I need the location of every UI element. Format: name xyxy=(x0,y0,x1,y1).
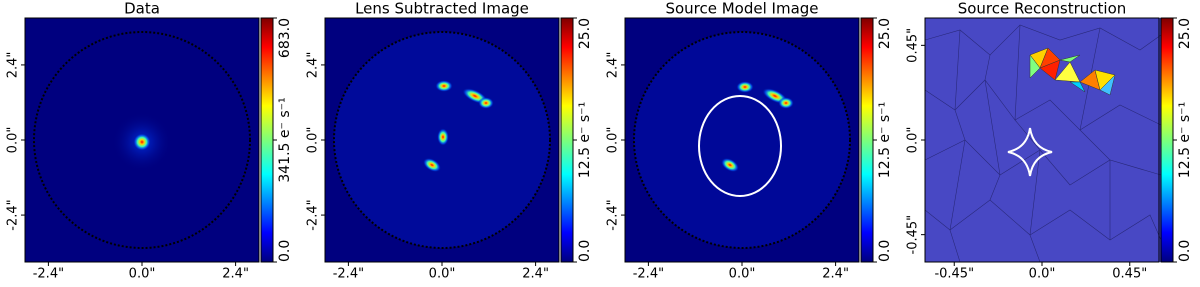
x-tick-label: 0.0" xyxy=(129,267,156,282)
y-tick-label: 0.0" xyxy=(306,127,321,154)
y-tick-label: -2.4" xyxy=(606,199,621,230)
y-tick-label: -2.4" xyxy=(306,199,321,230)
x-tick-label: 2.4" xyxy=(522,267,549,282)
colorbar xyxy=(860,17,874,263)
panel-title: Source Reconstruction xyxy=(958,0,1127,18)
y-tick-label: 2.4" xyxy=(606,52,621,79)
x-tick-label: 0.45" xyxy=(1112,267,1147,282)
panel-title: Lens Subtracted Image xyxy=(355,0,529,18)
y-tick-label: -2.4" xyxy=(6,199,21,230)
x-tick-label: 0.0" xyxy=(1029,267,1056,282)
image-panel xyxy=(924,18,1162,263)
axes: Data -2.4" 0.0" 2.4" -2.4" 0.0" 2.4" 0.0 341.5 e… xyxy=(6,0,1194,282)
colorbar-tick-label: 0.0 xyxy=(277,240,293,262)
y-tick-label: 2.4" xyxy=(6,52,21,79)
colorbar-tick-label: 0.0 xyxy=(1177,240,1193,262)
colorbar xyxy=(1160,17,1174,263)
colorbar-tick-label: 25.0 xyxy=(577,18,593,49)
x-tick-label: 0.0" xyxy=(729,267,756,282)
colorbar-tick-label: 12.5 e⁻ s⁻¹ xyxy=(577,102,593,178)
colorbar-tick-label: 0.0 xyxy=(577,240,593,262)
x-tick-label: -2.4" xyxy=(633,267,664,282)
x-tick-label: 2.4" xyxy=(222,267,249,282)
x-tick-label: 2.4" xyxy=(822,267,849,282)
colorbar-tick-label: 25.0 xyxy=(1177,18,1193,49)
x-tick-label: -0.45" xyxy=(934,267,974,282)
y-tick-label: 2.4" xyxy=(306,52,321,79)
colorbar xyxy=(260,17,274,263)
image-panel xyxy=(625,18,859,262)
panel-title: Source Model Image xyxy=(665,0,818,18)
x-tick-label: -2.4" xyxy=(333,267,364,282)
x-tick-label: -2.4" xyxy=(33,267,64,282)
y-tick-label: -0.45" xyxy=(906,215,921,255)
y-tick-label: 0.0" xyxy=(906,127,921,154)
image-panel xyxy=(325,18,559,262)
colorbar-tick-label: 683.0 xyxy=(277,18,293,58)
y-tick-label: 0.45" xyxy=(906,28,921,63)
colorbar-tick-label: 12.5 e⁻ s⁻¹ xyxy=(1177,102,1193,178)
y-tick-label: 0.0" xyxy=(606,127,621,154)
y-tick-label: 0.0" xyxy=(6,127,21,154)
colorbar xyxy=(560,17,574,263)
colorbar-tick-label: 12.5 e⁻ s⁻¹ xyxy=(877,102,893,178)
image-panel xyxy=(25,18,259,262)
colorbar-tick-label: 0.0 xyxy=(877,240,893,262)
panel-title: Data xyxy=(124,0,160,18)
colorbar-tick-label: 341.5 e⁻ s⁻¹ xyxy=(277,97,293,182)
colorbar-tick-label: 25.0 xyxy=(877,18,893,49)
x-tick-label: 0.0" xyxy=(429,267,456,282)
